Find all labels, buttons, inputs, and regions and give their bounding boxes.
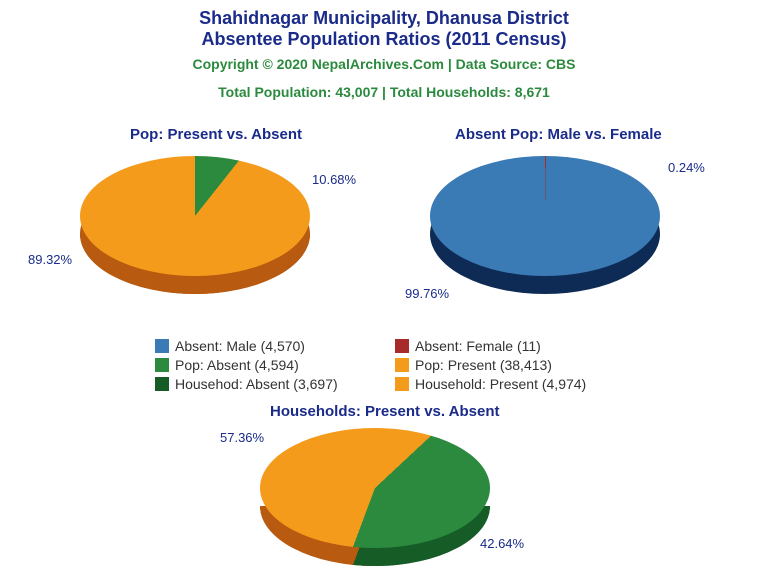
legend-item: Household: Present (4,974): [395, 376, 635, 392]
title-line1: Shahidnagar Municipality, Dhanusa Distri…: [0, 8, 768, 29]
legend-item: Absent: Female (11): [395, 338, 635, 354]
legend-label: Household: Present (4,974): [415, 376, 586, 392]
legend-swatch: [395, 377, 409, 391]
legend-swatch: [155, 358, 169, 372]
pie-gender: [430, 156, 660, 294]
legend-label: Pop: Present (38,413): [415, 357, 552, 373]
legend-item: Househod: Absent (3,697): [155, 376, 395, 392]
copyright-line: Copyright © 2020 NepalArchives.Com | Dat…: [0, 56, 768, 72]
legend: Absent: Male (4,570) Absent: Female (11)…: [155, 338, 635, 395]
pie-pop-label-present: 89.32%: [28, 252, 72, 267]
chart-container: Shahidnagar Municipality, Dhanusa Distri…: [0, 8, 768, 584]
legend-swatch: [155, 339, 169, 353]
chart3-title: Households: Present vs. Absent: [270, 403, 500, 420]
legend-label: Absent: Male (4,570): [175, 338, 305, 354]
legend-label: Absent: Female (11): [415, 338, 541, 354]
legend-swatch: [155, 377, 169, 391]
totals-line: Total Population: 43,007 | Total Househo…: [0, 84, 768, 100]
legend-item: Pop: Present (38,413): [395, 357, 635, 373]
legend-item: Absent: Male (4,570): [155, 338, 395, 354]
pie-gender-label-male: 99.76%: [405, 286, 449, 301]
legend-swatch: [395, 339, 409, 353]
legend-label: Pop: Absent (4,594): [175, 357, 299, 373]
pie-pop: [80, 156, 310, 294]
pie-gender-label-female: 0.24%: [668, 160, 705, 175]
legend-label: Househod: Absent (3,697): [175, 376, 338, 392]
legend-swatch: [395, 358, 409, 372]
chart1-title: Pop: Present vs. Absent: [130, 126, 302, 143]
legend-item: Pop: Absent (4,594): [155, 357, 395, 373]
pie-hh-label-absent: 42.64%: [480, 536, 524, 551]
pie-hh: [260, 428, 490, 566]
title-line2: Absentee Population Ratios (2011 Census): [0, 29, 768, 50]
pie-pop-label-absent: 10.68%: [312, 172, 356, 187]
chart2-title: Absent Pop: Male vs. Female: [455, 126, 662, 143]
pie-hh-label-present: 57.36%: [220, 430, 264, 445]
